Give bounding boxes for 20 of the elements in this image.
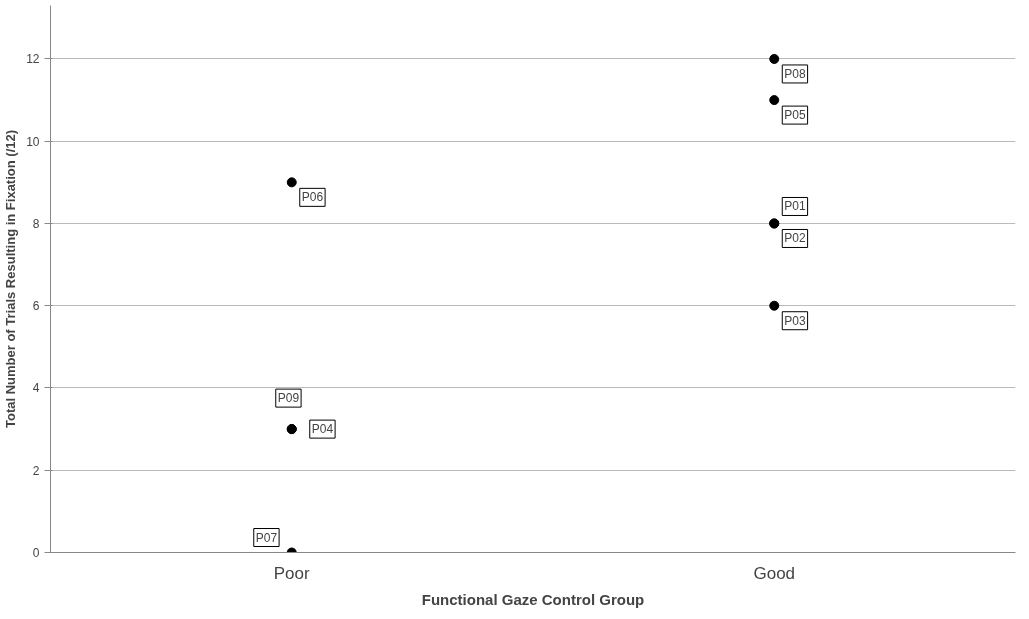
y-tick-label: 0 xyxy=(32,546,40,560)
y-tick-label: 6 xyxy=(32,299,40,314)
annotation: P09 xyxy=(277,391,300,406)
y-tick-label: 12 xyxy=(26,52,40,67)
annotation: P06 xyxy=(301,190,324,205)
y-tick-label: 2 xyxy=(32,463,40,478)
annotation: P07 xyxy=(255,530,278,545)
annotation: P01 xyxy=(784,199,806,214)
x-tick-label: Poor xyxy=(273,563,311,583)
annotation: P03 xyxy=(784,313,806,328)
annotation: P02 xyxy=(784,231,806,246)
y-tick-label: 4 xyxy=(32,381,40,396)
y-tick-label: 8 xyxy=(32,216,40,231)
y-tick-label: 10 xyxy=(26,134,40,149)
x-tick-label: Good xyxy=(753,563,796,583)
annotation: P05 xyxy=(784,108,806,123)
annotation: P08 xyxy=(784,66,806,81)
x-axis-title: Functional Gaze Control Group xyxy=(421,590,645,608)
annotation: P04 xyxy=(311,422,334,437)
y-axis-title: Total Number of Trials Resulting in Fixation (/12) xyxy=(3,129,19,429)
